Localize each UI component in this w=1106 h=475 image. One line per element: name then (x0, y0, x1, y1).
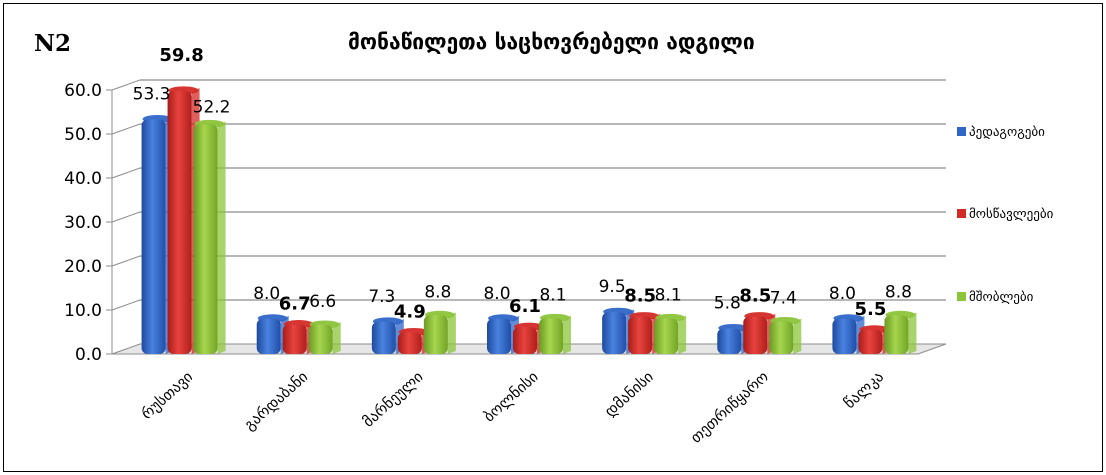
bar (282, 324, 307, 354)
category-label: გარდაბანი (241, 367, 312, 433)
label-layer: 53.359.852.2რუსთავი8.06.76.6გარდაბანი7.3… (133, 45, 912, 447)
bar-side (332, 321, 341, 354)
data-label: 8.5 (624, 286, 656, 307)
bar (141, 119, 166, 354)
data-label: 4.9 (394, 301, 426, 322)
category-label: წალკა (840, 368, 887, 413)
bar (539, 318, 563, 354)
data-label: 7.3 (368, 287, 395, 307)
y-tick-label: 50.0 (64, 125, 102, 145)
legend-label: მშობლები (969, 290, 1034, 305)
bar (256, 318, 281, 354)
legend-label: მოსწავლეები (969, 207, 1054, 222)
data-label: 6.7 (279, 294, 311, 315)
data-label: 6.6 (309, 292, 336, 312)
data-label: 8.8 (424, 282, 451, 302)
data-label: 5.5 (854, 299, 886, 320)
data-label: 8.0 (483, 284, 510, 304)
legend: პედაგოგები მოსწავლეები მშობლები (957, 125, 1054, 305)
bar (487, 318, 511, 354)
bar-side (563, 315, 571, 354)
bar (654, 318, 679, 354)
bar (717, 328, 742, 354)
gridline-diagonal (111, 299, 141, 311)
y-tick-label: 20.0 (64, 257, 102, 277)
gridline-diagonal (111, 123, 141, 135)
bar (769, 321, 794, 354)
data-label: 5.8 (714, 293, 741, 313)
bar-side (908, 312, 917, 354)
bar-layer (141, 86, 917, 354)
corner-label: N2 (34, 30, 72, 57)
bar (167, 90, 192, 354)
bar (602, 312, 627, 354)
bar-side (793, 318, 802, 354)
chart-title: მონაწილეთა საცხოვრებელი ადგილი (348, 30, 755, 54)
gridline-diagonal (111, 211, 141, 223)
bar-side (217, 121, 226, 354)
bar (308, 324, 333, 354)
bar (397, 332, 422, 354)
y-tick-label: 0.0 (75, 345, 102, 365)
data-label: 7.4 (770, 288, 797, 308)
category-label: დმანისი (601, 367, 657, 420)
data-label: 8.0 (253, 284, 280, 304)
legend-swatch (957, 292, 966, 301)
y-tick-label: 10.0 (64, 301, 102, 321)
data-label: 8.8 (885, 282, 912, 302)
data-label: 8.5 (739, 286, 771, 307)
legend-swatch (957, 127, 966, 136)
y-tick-label: 60.0 (64, 81, 102, 101)
bar (513, 327, 537, 354)
data-label: 8.0 (829, 284, 856, 304)
bar (858, 329, 883, 354)
bar-side (447, 312, 456, 354)
category-label: თეთრიწყარო (687, 367, 772, 446)
bar (743, 316, 768, 354)
y-tick-label: 30.0 (64, 213, 102, 233)
legend-swatch (957, 209, 966, 218)
category-label: რუსთავი (138, 367, 197, 422)
gridline-diagonal (111, 79, 141, 91)
bar (884, 315, 909, 354)
legend-label: პედაგოგები (969, 125, 1045, 140)
gridline-diagonal (111, 167, 141, 179)
bar (423, 315, 448, 354)
bar (193, 124, 218, 354)
bar (628, 316, 653, 354)
category-label: ბოლნისი (480, 367, 542, 425)
category-label: მარნეული (359, 367, 427, 430)
data-label: 53.3 (133, 84, 171, 104)
y-tick-label: 40.0 (64, 169, 102, 189)
data-label: 6.1 (509, 296, 541, 317)
data-label: 9.5 (599, 277, 626, 297)
bar (832, 318, 857, 354)
data-label: 52.2 (193, 97, 231, 117)
data-label: 59.8 (159, 45, 203, 66)
data-label: 8.1 (655, 285, 682, 305)
bar-side (678, 315, 687, 354)
bar (371, 321, 396, 354)
data-label: 8.1 (539, 285, 566, 305)
gridline-diagonal (111, 255, 141, 267)
